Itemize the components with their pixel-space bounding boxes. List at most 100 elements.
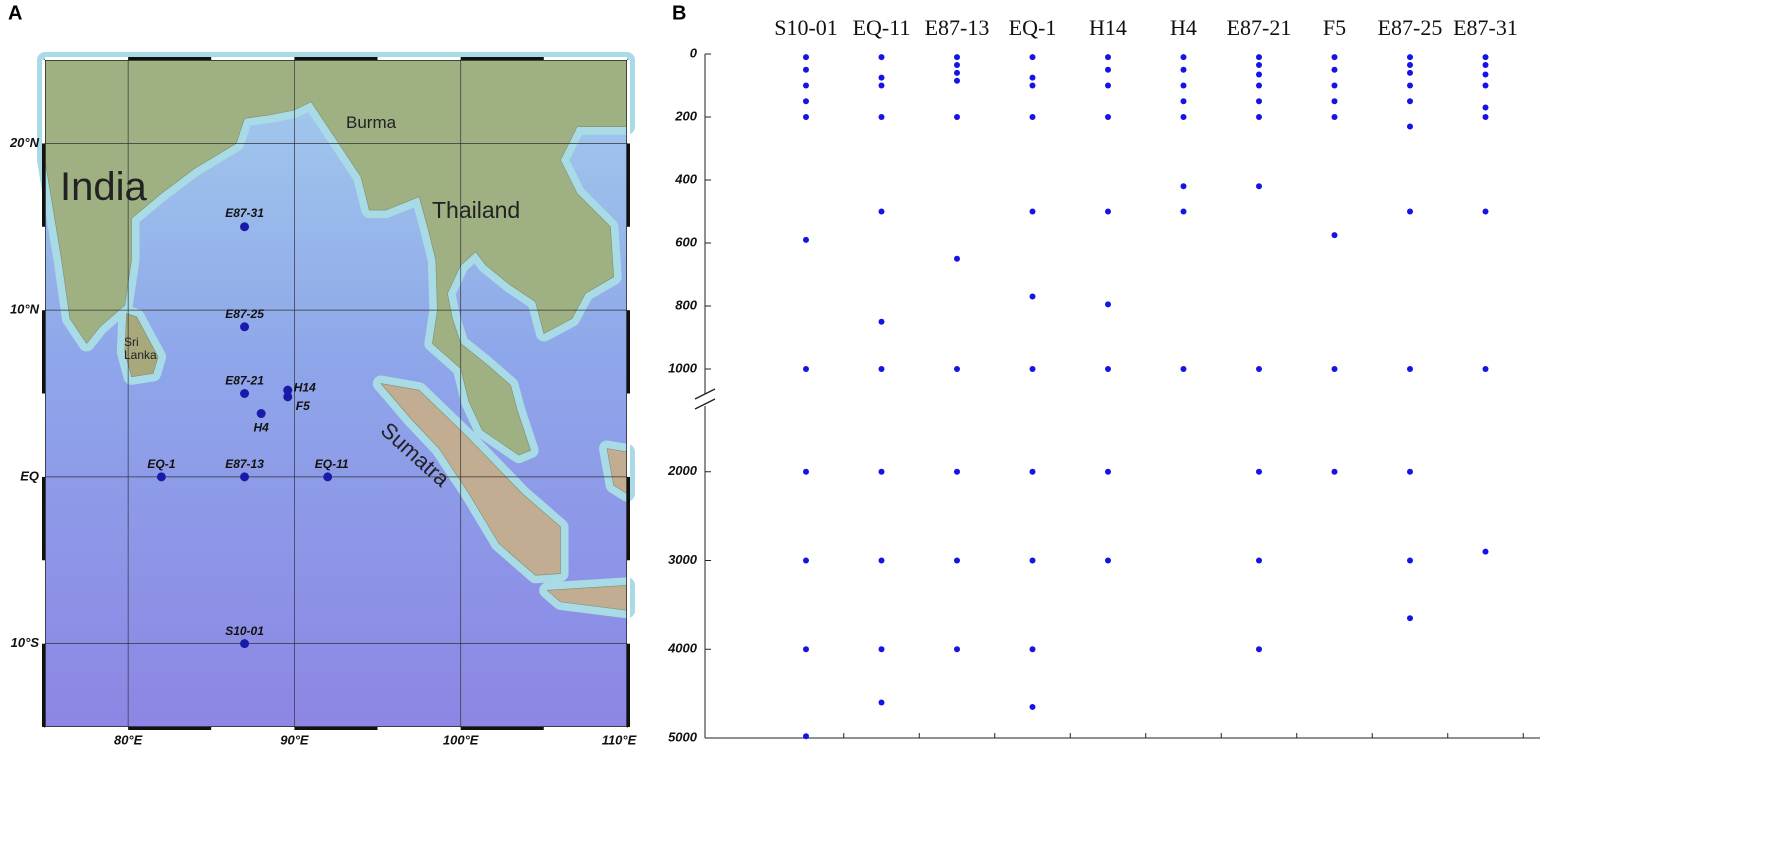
- frame-bar: [460, 57, 544, 60]
- sample-dot: [1180, 366, 1187, 372]
- sample-dot: [1482, 82, 1489, 89]
- x-tick-label: 90°E: [280, 732, 309, 747]
- frame-bar: [42, 60, 45, 144]
- sample-dot: [1029, 293, 1036, 300]
- frame-bar: [42, 393, 45, 477]
- sample-dot: [1407, 69, 1413, 76]
- sample-dot: [1029, 82, 1036, 89]
- sample-dot: [803, 236, 809, 243]
- sample-dot: [1482, 54, 1489, 61]
- station-label: E87-25: [225, 307, 264, 321]
- station: [156, 472, 166, 482]
- y-tick-label: 1000: [668, 360, 698, 375]
- sample-dot: [1482, 548, 1489, 555]
- y-tick-label: 10°N: [10, 302, 40, 317]
- frame-bar: [460, 727, 544, 730]
- depth-chart: 0 200 400 600 800 1000 2000 3000 4000 5000 S10-01 E…: [667, 15, 1540, 744]
- sample-dot: [878, 366, 885, 372]
- frame-bar: [128, 727, 212, 730]
- column-header: E87-25: [1378, 15, 1443, 40]
- place-label: Thailand: [432, 197, 521, 223]
- sample-dot: [1482, 104, 1489, 111]
- sample-dot: [1407, 98, 1413, 105]
- y-tick-label: 200: [674, 108, 697, 123]
- y-tick-label: 3000: [668, 552, 698, 567]
- frame-bar: [42, 476, 45, 561]
- sample-dot: [803, 98, 809, 105]
- column-header: E87-31: [1453, 15, 1518, 40]
- station-label: S10-01: [225, 624, 264, 638]
- sample-dot: [803, 646, 809, 653]
- sample-dot: [1482, 208, 1489, 215]
- sample-dot: [803, 66, 809, 73]
- frame-bar: [42, 143, 45, 227]
- station: [240, 472, 250, 482]
- frame-bar: [627, 476, 630, 561]
- sample-dot: [1029, 208, 1036, 215]
- x-tick-label: 80°E: [114, 732, 143, 747]
- sample-dot: [1256, 114, 1262, 120]
- sample-dot: [878, 646, 885, 653]
- sample-dot: [1331, 82, 1338, 89]
- sample-dot: [1331, 66, 1338, 73]
- sample-dot: [1407, 366, 1413, 372]
- frame-bar: [627, 143, 630, 227]
- sample-dot: [1180, 54, 1187, 61]
- sample-dot: [1029, 366, 1036, 372]
- sample-dot: [954, 114, 960, 120]
- y-tick-label: 0: [690, 45, 698, 60]
- sample-dot: [1180, 114, 1187, 120]
- landmass: [124, 313, 159, 378]
- sample-dot: [1029, 703, 1036, 710]
- sample-dot: [803, 114, 809, 120]
- frame-bar: [42, 560, 45, 644]
- sample-dot: [954, 557, 960, 564]
- frame-bar: [627, 393, 630, 477]
- sample-dot: [1331, 114, 1338, 120]
- sample-dot: [1331, 366, 1338, 372]
- sample-dot: [1105, 468, 1111, 475]
- sample-dot: [1482, 366, 1489, 372]
- frame-bar: [627, 60, 630, 144]
- frame-bar: [627, 643, 630, 727]
- axis-break: [694, 388, 716, 400]
- frame-bar: [42, 643, 45, 727]
- frame-bar: [42, 226, 45, 311]
- station-label: E87-21: [225, 374, 264, 388]
- sample-dot: [1256, 366, 1262, 372]
- map-frame-bars: [42, 57, 630, 730]
- sample-dot: [878, 74, 885, 81]
- y-tick-label: 20°N: [9, 135, 40, 150]
- stations: E87-31 E87-25 E87-21 H14 F5 H4 EQ-1 E87-13 EQ-11…: [147, 206, 349, 649]
- frame-bar: [543, 57, 627, 60]
- sample-dot: [878, 699, 885, 706]
- sample-dot: [1407, 54, 1413, 61]
- sample-dot: [1482, 62, 1489, 69]
- frame-bar: [377, 57, 461, 60]
- y-tick-label: 400: [674, 171, 697, 186]
- station: [240, 322, 250, 332]
- sample-dot: [1256, 62, 1262, 69]
- station: [240, 389, 250, 398]
- panel-label: B: [672, 2, 686, 24]
- sample-dot: [1180, 183, 1187, 190]
- station: [240, 639, 250, 649]
- land: [37, 52, 635, 619]
- sample-dot: [803, 557, 809, 564]
- frame-bar: [211, 57, 295, 60]
- frame-bar: [377, 727, 461, 730]
- sample-dot: [1105, 557, 1111, 564]
- frame-bar: [211, 727, 295, 730]
- sample-dot: [1180, 66, 1187, 73]
- station: [283, 392, 293, 402]
- sample-dot: [954, 69, 960, 76]
- sample-dot: [1105, 208, 1111, 215]
- sample-dot: [1105, 66, 1111, 73]
- column-header: E87-13: [925, 15, 990, 40]
- frame-bar: [128, 57, 212, 60]
- frame-bar: [45, 727, 129, 730]
- frame-bar: [294, 57, 378, 60]
- sample-dot: [1407, 82, 1413, 89]
